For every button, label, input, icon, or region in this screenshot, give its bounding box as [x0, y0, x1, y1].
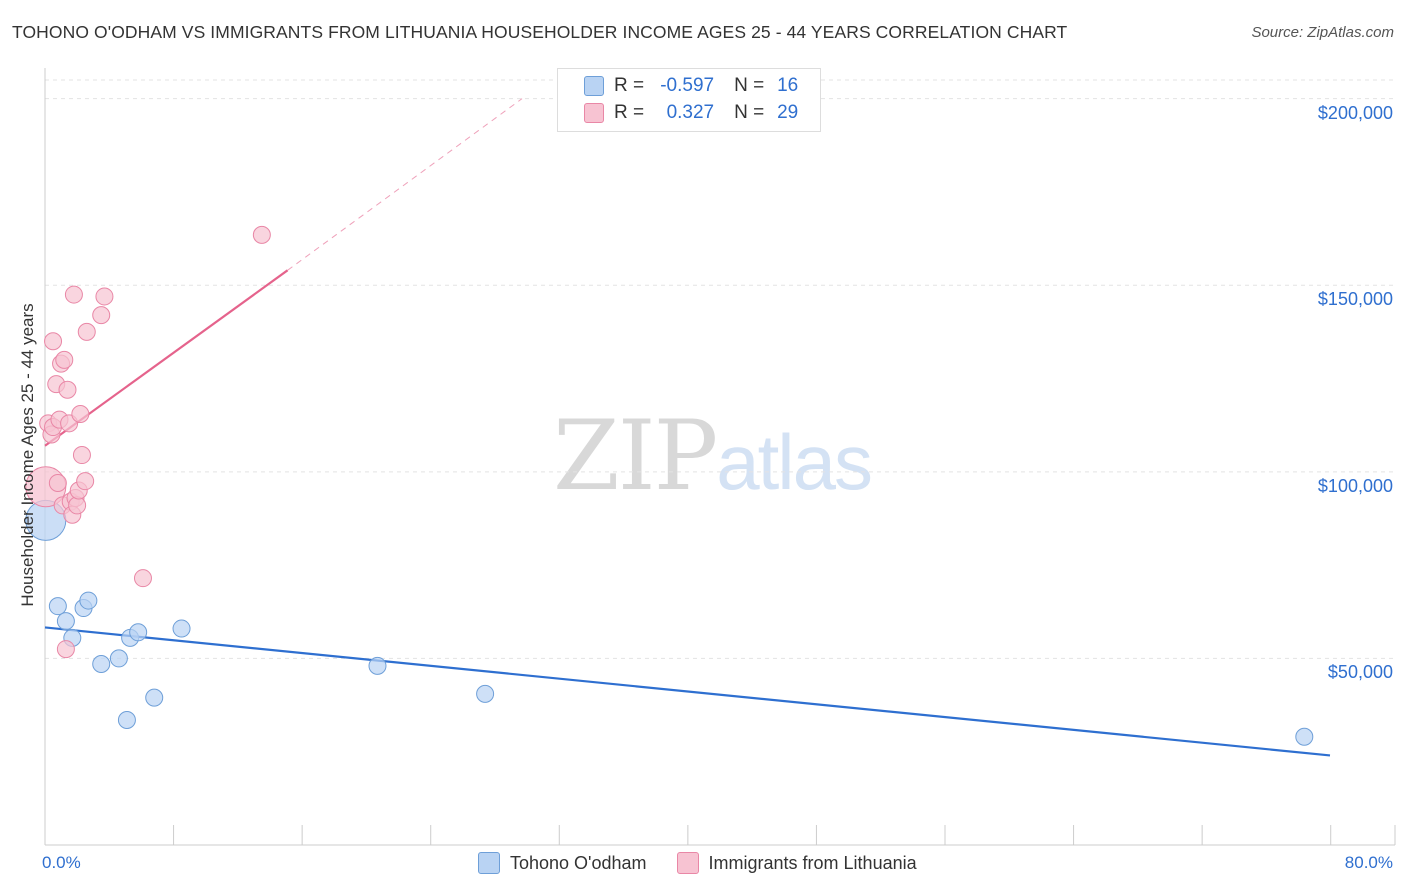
x-tick-label: 0.0% [42, 853, 81, 872]
watermark-zip: ZIP [553, 400, 718, 512]
point-tohono [56, 612, 75, 631]
r-label: R = [614, 102, 645, 123]
r-label: R = [614, 75, 645, 96]
watermark-atlas: atlas [716, 418, 873, 506]
trend-lines [44, 98, 1331, 757]
point-tohono [476, 684, 495, 703]
r-value: 0.327 [666, 102, 715, 123]
axes [44, 68, 1396, 846]
point-tohono [129, 623, 148, 642]
point-tohono [368, 656, 387, 675]
point-tohono [48, 597, 67, 616]
r-value: -0.597 [660, 75, 715, 96]
point-lithuania [55, 350, 74, 369]
legend-item-tohono[interactable]: Tohono O'odham [478, 852, 647, 874]
n-label: N = [734, 102, 765, 123]
point-lithuania [72, 446, 91, 465]
pink-swatch [676, 852, 699, 874]
point-tohono [117, 710, 136, 729]
blue-swatch [584, 76, 604, 96]
y-tick-label: $50,000 [1327, 662, 1393, 683]
n-value: 29 [777, 102, 799, 123]
point-lithuania [68, 496, 87, 515]
point-tohono [92, 655, 111, 674]
point-tohono [109, 649, 128, 668]
legend-label: Tohono O'odham [510, 852, 647, 873]
n-label: N = [734, 75, 765, 96]
y-tick-label: $200,000 [1317, 102, 1393, 123]
trend-extension-lithuania [287, 98, 523, 271]
y-tick-label: $100,000 [1317, 475, 1393, 496]
pink-swatch [584, 103, 604, 123]
point-lithuania [252, 225, 271, 244]
point-lithuania [58, 380, 77, 399]
point-lithuania [95, 287, 114, 306]
x-tick-label: 80.0% [1344, 853, 1393, 872]
point-lithuania [56, 640, 75, 659]
correlation-legend: R = -0.597 N = 16 R = 0.327 N = 29 [557, 68, 821, 132]
legend-label: Immigrants from Lithuania [708, 852, 917, 873]
grid-lines [45, 79, 1395, 659]
y-axis-label: Householder Income Ages 25 - 44 years [18, 303, 37, 607]
chart-title: TOHONO O'ODHAM VS IMMIGRANTS FROM LITHUA… [12, 22, 1068, 42]
trend-line-tohono [44, 626, 1331, 757]
source-credit: Source: ZipAtlas.com [1251, 24, 1394, 41]
point-lithuania [64, 285, 83, 304]
legend-row-lithuania: R = 0.327 N = 29 [584, 101, 798, 125]
point-lithuania [48, 474, 67, 493]
point-tohono [172, 619, 191, 638]
series-legend: Tohono O'odham Immigrants from Lithuania [478, 852, 947, 874]
y-tick-label: $150,000 [1317, 289, 1393, 310]
n-value: 16 [777, 75, 799, 96]
point-tohono [1295, 727, 1314, 746]
point-lithuania [133, 569, 152, 588]
watermark: ZIPatlas [553, 400, 873, 512]
legend-row-tohono: R = -0.597 N = 16 [584, 74, 798, 98]
point-tohono [145, 688, 164, 707]
point-lithuania [76, 472, 95, 491]
point-lithuania [92, 306, 111, 325]
point-lithuania [71, 404, 90, 423]
point-tohono [79, 591, 98, 610]
point-lithuania [77, 322, 96, 341]
legend-item-lithuania[interactable]: Immigrants from Lithuania [676, 852, 917, 874]
blue-swatch [478, 852, 500, 874]
point-lithuania [44, 332, 63, 351]
data-points [25, 225, 1314, 746]
